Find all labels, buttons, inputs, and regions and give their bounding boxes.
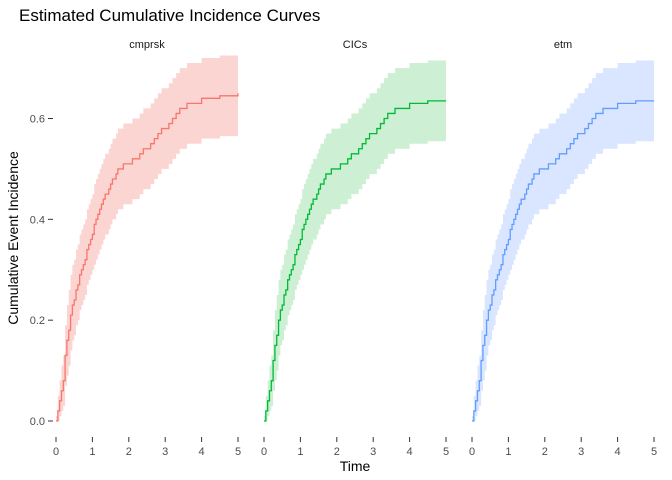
- incidence-line-cics: [264, 100, 446, 422]
- facet-panels: cmprsk 0 1 2 3 4 5 CICs 0 1 2 3 4 5 etm 0 1 2 3 4 5: [53, 39, 657, 458]
- x-tick-label: 5: [443, 446, 449, 458]
- incidence-line-etm: [472, 100, 654, 422]
- facet-panel-cmprsk: cmprsk 0 1 2 3 4 5: [53, 39, 241, 458]
- chart-title: Estimated Cumulative Incidence Curves: [19, 6, 320, 25]
- x-axis-title: Time: [340, 458, 371, 474]
- facet-strip-label: cmprsk: [129, 39, 165, 51]
- incidence-line-cmprsk: [56, 93, 239, 422]
- y-tick-label: 0.6: [30, 114, 45, 126]
- x-tick-label: 0: [53, 446, 59, 458]
- confidence-band-cics: [264, 60, 446, 421]
- y-tick-label: 0.2: [30, 315, 45, 327]
- x-tick-label: 1: [505, 446, 511, 458]
- x-tick-label: 3: [370, 446, 376, 458]
- x-tick-label: 1: [89, 446, 95, 458]
- x-tick-label: 5: [235, 446, 241, 458]
- y-axis: 0.0 0.2 0.4 0.6: [30, 114, 53, 428]
- x-tick-label: 1: [297, 446, 303, 458]
- x-tick-label: 2: [542, 446, 548, 458]
- confidence-band-etm: [472, 60, 654, 421]
- x-tick-label: 0: [261, 446, 267, 458]
- x-tick-label: 4: [407, 446, 413, 458]
- facet-panel-cics: CICs 0 1 2 3 4 5: [261, 39, 449, 458]
- y-tick-label: 0.0: [30, 416, 45, 428]
- y-tick-label: 0.4: [30, 214, 45, 226]
- x-tick-label: 2: [334, 446, 340, 458]
- x-tick-label: 4: [199, 446, 205, 458]
- facet-panel-etm: etm 0 1 2 3 4 5: [469, 39, 657, 458]
- x-tick-label: 4: [615, 446, 621, 458]
- facet-strip-label: etm: [554, 39, 572, 51]
- x-tick-label: 0: [469, 446, 475, 458]
- x-tick-label: 3: [578, 446, 584, 458]
- facet-strip-label: CICs: [343, 39, 368, 51]
- confidence-band-cmprsk: [56, 52, 238, 421]
- y-axis-title: Cumulative Event Incidence: [5, 151, 21, 325]
- x-tick-label: 2: [126, 446, 132, 458]
- x-tick-label: 5: [651, 446, 657, 458]
- x-tick-label: 3: [162, 446, 168, 458]
